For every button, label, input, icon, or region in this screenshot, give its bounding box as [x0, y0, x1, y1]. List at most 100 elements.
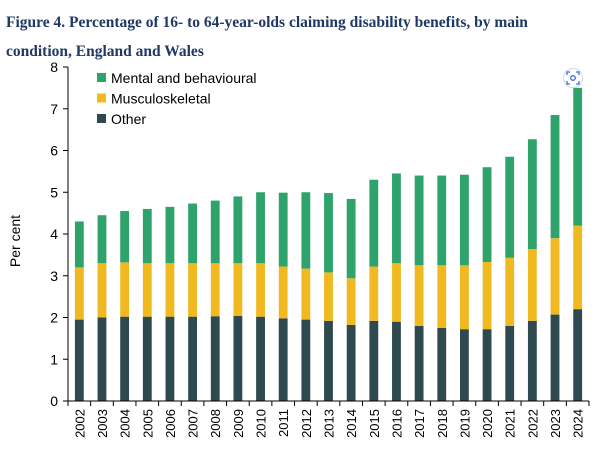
y-tick-label: 0 [50, 393, 58, 409]
bar-other-2003 [97, 317, 107, 401]
x-tick-label: 2019 [457, 409, 472, 438]
bar-mental-and-behavioural-2011 [278, 192, 288, 267]
bar-other-2009 [233, 315, 243, 401]
x-tick-label: 2008 [208, 409, 223, 438]
x-tick-label: 2015 [367, 409, 382, 438]
x-tick-label: 2014 [344, 409, 359, 438]
bar-musculoskeletal-2019 [460, 265, 469, 330]
bar-mental-and-behavioural-2021 [505, 156, 515, 258]
bar-mental-and-behavioural-2013 [324, 193, 333, 273]
y-tick-label: 1 [50, 351, 58, 367]
bar-other-2010 [256, 316, 265, 401]
bar-musculoskeletal-2011 [278, 266, 288, 319]
bar-other-2019 [460, 329, 469, 401]
x-tick-label: 2006 [163, 409, 178, 438]
y-tick-label: 8 [50, 59, 58, 75]
bar-musculoskeletal-2020 [482, 261, 492, 330]
bar-other-2024 [573, 309, 583, 401]
x-tick-label: 2005 [140, 409, 155, 438]
bar-other-2008 [210, 316, 220, 401]
bar-musculoskeletal-2006 [165, 263, 175, 317]
x-tick-label: 2012 [299, 409, 314, 438]
bar-other-2017 [414, 325, 424, 401]
bar-other-2011 [278, 318, 288, 401]
bar-musculoskeletal-2008 [210, 263, 220, 317]
bar-mental-and-behavioural-2017 [414, 175, 424, 266]
x-tick-label: 2020 [480, 409, 495, 438]
scan-icon[interactable] [563, 68, 583, 88]
bar-mental-and-behavioural-2023 [550, 115, 560, 239]
y-tick-label: 7 [50, 101, 58, 117]
y-tick-label: 4 [50, 226, 58, 242]
bar-musculoskeletal-2004 [120, 262, 130, 317]
bar-mental-and-behavioural-2019 [460, 174, 469, 266]
bar-other-2018 [437, 327, 447, 401]
bar-musculoskeletal-2018 [437, 265, 447, 328]
x-tick-label: 2011 [276, 409, 291, 437]
bar-musculoskeletal-2003 [97, 263, 107, 318]
bar-mental-and-behavioural-2004 [120, 211, 130, 263]
bar-other-2014 [346, 325, 356, 401]
x-tick-label: 2009 [231, 409, 246, 438]
bar-mental-and-behavioural-2006 [165, 206, 175, 264]
bar-musculoskeletal-2015 [369, 266, 379, 321]
bar-mental-and-behavioural-2018 [437, 175, 447, 266]
bar-other-2005 [142, 316, 152, 401]
bar-musculoskeletal-2009 [233, 263, 243, 316]
chart-legend: Mental and behavioural Musculoskeletal Oth… [97, 70, 257, 127]
bar-other-2023 [550, 314, 560, 401]
bar-mental-and-behavioural-2022 [527, 139, 537, 250]
bar-other-2022 [527, 320, 537, 401]
bar-musculoskeletal-2014 [346, 278, 356, 326]
bar-musculoskeletal-2002 [74, 267, 84, 320]
bar-mental-and-behavioural-2003 [97, 215, 107, 264]
bar-other-2020 [482, 329, 492, 401]
x-tick-label: 2021 [503, 409, 518, 438]
bar-musculoskeletal-2017 [414, 265, 424, 326]
x-tick-label: 2022 [525, 409, 540, 438]
x-tick-label: 2003 [95, 409, 110, 438]
y-axis-label: Per cent [7, 215, 23, 267]
bar-mental-and-behavioural-2002 [74, 221, 84, 268]
bar-mental-and-behavioural-2024 [573, 87, 583, 226]
legend-swatch-musculoskeletal [97, 93, 106, 103]
legend-label: Mental and behavioural [111, 70, 257, 86]
y-tick-label: 2 [50, 310, 58, 326]
scan-icon-glyph [566, 71, 580, 85]
bar-musculoskeletal-2021 [505, 257, 515, 326]
bar-other-2004 [120, 316, 130, 401]
y-tick-label: 3 [50, 268, 58, 284]
x-tick-label: 2004 [118, 409, 133, 438]
figure-title: Figure 4. Percentage of 16- to 64-year-o… [6, 14, 528, 60]
bar-other-2002 [74, 319, 84, 401]
y-tick-label: 5 [50, 184, 58, 200]
bar-other-2006 [165, 316, 175, 401]
bar-other-2013 [324, 320, 333, 401]
x-tick-label: 2002 [72, 409, 87, 438]
bar-mental-and-behavioural-2016 [392, 173, 401, 264]
bar-musculoskeletal-2005 [142, 263, 152, 317]
x-tick-label: 2010 [254, 409, 269, 438]
x-tick-label: 2016 [389, 409, 404, 438]
legend-swatch-other [97, 114, 106, 123]
bar-mental-and-behavioural-2020 [482, 167, 492, 262]
bar-other-2015 [369, 320, 379, 401]
bar-musculoskeletal-2010 [256, 263, 265, 317]
bar-musculoskeletal-2024 [573, 225, 583, 310]
bar-other-2016 [392, 321, 401, 401]
bar-mental-and-behavioural-2015 [369, 179, 379, 267]
bar-mental-and-behavioural-2007 [188, 203, 197, 264]
bar-musculoskeletal-2022 [527, 249, 537, 321]
bar-mental-and-behavioural-2014 [346, 198, 356, 279]
x-tick-label: 2013 [322, 409, 337, 438]
bar-other-2021 [505, 325, 515, 401]
x-tick-label: 2017 [412, 409, 427, 438]
chart-bars [74, 87, 583, 401]
bar-musculoskeletal-2007 [188, 263, 197, 317]
bar-mental-and-behavioural-2012 [301, 192, 311, 269]
x-tick-label: 2024 [571, 409, 586, 438]
bar-musculoskeletal-2016 [392, 263, 401, 322]
bar-mental-and-behavioural-2009 [233, 196, 243, 264]
chart-ticks: 0 1 2 3 4 5 6 7 8 2002 2003 2004 2005 2006 2007 2008 200… [50, 59, 590, 438]
